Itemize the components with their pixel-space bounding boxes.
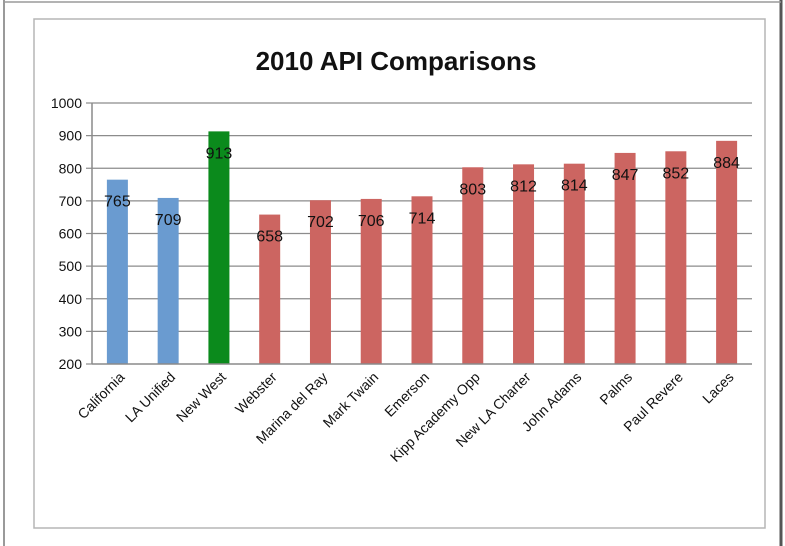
data-label: 709 (155, 212, 182, 229)
y-tick-label: 1000 (51, 95, 82, 111)
y-tick-label: 900 (59, 128, 83, 144)
bar (462, 167, 484, 364)
bar (614, 152, 636, 364)
chart-title: 2010 API Comparisons (256, 46, 537, 76)
y-tick-label: 700 (59, 193, 83, 209)
bars (106, 131, 738, 364)
bar (157, 197, 179, 364)
bar (360, 198, 382, 364)
bar (411, 196, 433, 364)
y-axis-ticks: 200 300 400 500 600 700 800 900 1000 (51, 95, 82, 372)
y-tick-label: 400 (59, 291, 83, 307)
chart-area-border (33, 18, 766, 529)
data-labels: 765 709 913 658 702 706 714 803 812 814 847 852 884 (104, 145, 740, 245)
data-label: 913 (206, 145, 233, 162)
y-tick-label: 500 (59, 258, 83, 274)
data-label: 814 (561, 178, 588, 195)
y-tick-label: 600 (59, 226, 83, 242)
data-label: 765 (104, 194, 131, 211)
bar (106, 179, 128, 364)
data-label: 852 (662, 165, 689, 182)
data-label: 884 (713, 155, 740, 172)
y-tick-label: 300 (59, 323, 83, 339)
bar (208, 131, 230, 364)
data-label: 658 (256, 229, 283, 246)
data-label: 803 (459, 181, 486, 198)
y-tick-label: 200 (59, 356, 83, 372)
data-label: 702 (307, 214, 334, 231)
data-label: 847 (612, 167, 639, 184)
bar (563, 163, 585, 364)
bar (309, 200, 331, 364)
data-label: 812 (510, 178, 537, 195)
bar (259, 214, 281, 364)
data-label: 714 (409, 210, 436, 227)
bar (513, 164, 535, 364)
bar (716, 140, 738, 364)
data-label: 706 (358, 213, 385, 230)
y-tick-label: 800 (59, 160, 83, 176)
bar (665, 151, 687, 364)
